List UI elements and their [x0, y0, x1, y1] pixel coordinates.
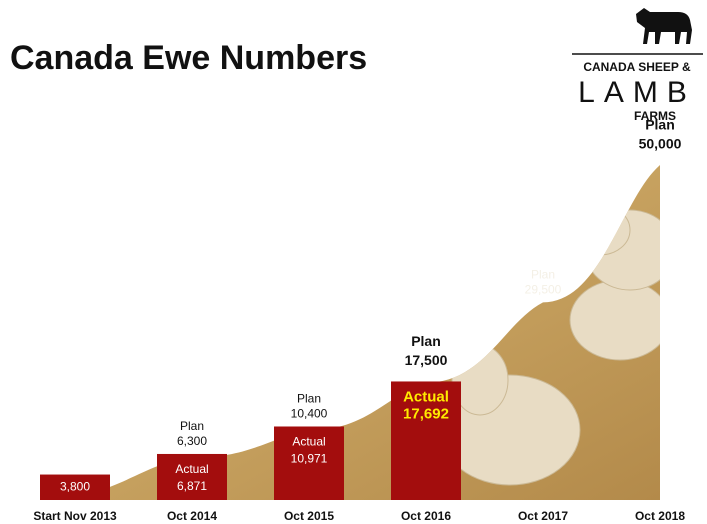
plan-value: 6,300: [177, 434, 207, 448]
actual-value: 10,971: [291, 452, 328, 466]
plan-value: 17,500: [405, 352, 448, 368]
plan-value: 50,000: [639, 136, 682, 152]
title: Canada Ewe Numbers: [10, 39, 367, 77]
actual-label: Actual: [292, 435, 325, 449]
x-tick-label: Oct 2017: [518, 509, 568, 523]
plan-label: Plan: [297, 392, 321, 406]
logo-line3: FARMS: [634, 109, 676, 123]
logo-line2: LAMB: [578, 76, 696, 109]
sheep: [569, 204, 631, 256]
actual-bar: [157, 453, 227, 500]
plan-label: Plan: [645, 117, 675, 133]
actual-bar: [274, 426, 344, 500]
actual-value: 3,800: [60, 479, 90, 493]
actual-label: Actual: [403, 388, 449, 405]
actual-bar: [40, 474, 110, 500]
x-tick-label: Oct 2018: [635, 509, 685, 523]
plan-label: Plan: [531, 268, 555, 282]
actual-value: 6,871: [177, 479, 207, 493]
logo-sheep: [636, 8, 692, 44]
plan-label: Plan: [411, 333, 441, 349]
x-tick-label: Oct 2014: [167, 509, 217, 523]
plan-label: Plan: [180, 419, 204, 433]
sheep: [584, 209, 660, 291]
x-tick-label: Start Nov 2013: [33, 509, 117, 523]
logo-line1: CANADA SHEEP &: [583, 60, 691, 74]
x-tick-label: Oct 2015: [284, 509, 334, 523]
plot: Start Nov 2013 3,800 Oct 2014 Actual 6,871 6,…: [33, 117, 685, 523]
plan-value: 10,400: [291, 407, 328, 421]
actual-bar: [391, 381, 461, 500]
actual-value: 17,692: [403, 405, 449, 422]
logo: CANADA SHEEP & LAMB FARMS: [572, 8, 703, 123]
plan-value: 29,500: [525, 283, 562, 297]
sheep-decoration: [439, 204, 660, 486]
actual-label: Actual: [175, 462, 208, 476]
x-tick-label: Oct 2016: [401, 509, 451, 523]
sheep: [569, 279, 660, 361]
